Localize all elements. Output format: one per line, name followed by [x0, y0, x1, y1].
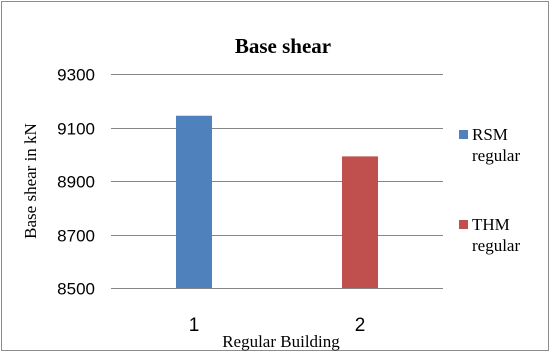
- y-tick-label: 9100: [57, 120, 95, 139]
- bar-thm-regular: [342, 156, 378, 288]
- y-tick-label: 8700: [57, 227, 95, 246]
- x-tick-label: 2: [355, 315, 366, 336]
- gridlines: [111, 74, 443, 236]
- x-axis-label: Regular Building: [222, 332, 340, 351]
- y-axis-label: Base shear in kN: [21, 123, 40, 239]
- chart-title: Base shear: [235, 34, 331, 58]
- legend: RSM regular THM regular: [459, 125, 520, 255]
- y-tick-label: 8500: [57, 280, 95, 299]
- x-tick-label: 1: [189, 315, 200, 336]
- y-tick-label: 8900: [57, 173, 95, 192]
- legend-swatch: [459, 220, 468, 229]
- bars: [176, 115, 378, 288]
- legend-entry: THM regular: [472, 215, 520, 255]
- bar-rsm-regular: [176, 115, 212, 288]
- legend-entry: RSM regular: [472, 125, 520, 165]
- legend-swatch: [459, 130, 468, 139]
- y-tick-label: 9300: [57, 66, 95, 85]
- y-axis-ticks: 8500 8700 8900 9100 9300: [57, 66, 95, 299]
